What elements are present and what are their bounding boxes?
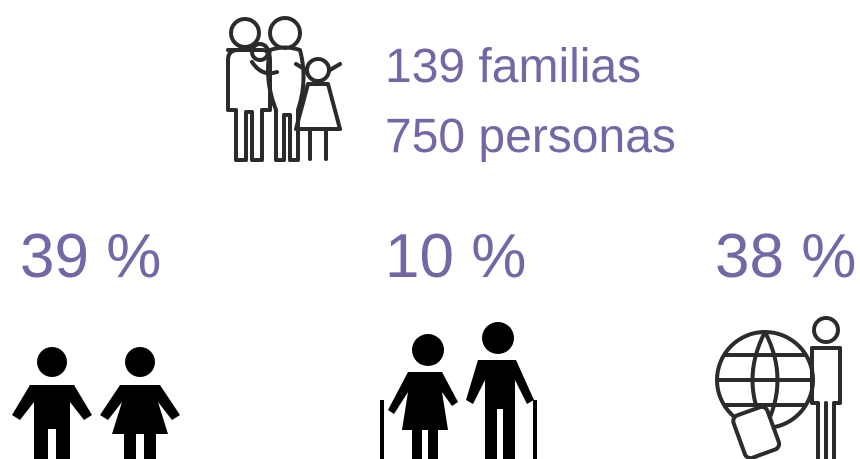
- children-percent: 39 %: [20, 222, 161, 291]
- family-count: 139 familias: [385, 40, 641, 93]
- children-icon: [12, 347, 180, 459]
- person-count: 750 personas: [385, 110, 676, 163]
- traveler-icon: [715, 316, 842, 459]
- elderly-icon: [380, 322, 537, 459]
- family-icon: [226, 16, 342, 162]
- migrant-percent: 38 %: [715, 222, 856, 291]
- elderly-percent: 10 %: [385, 222, 526, 291]
